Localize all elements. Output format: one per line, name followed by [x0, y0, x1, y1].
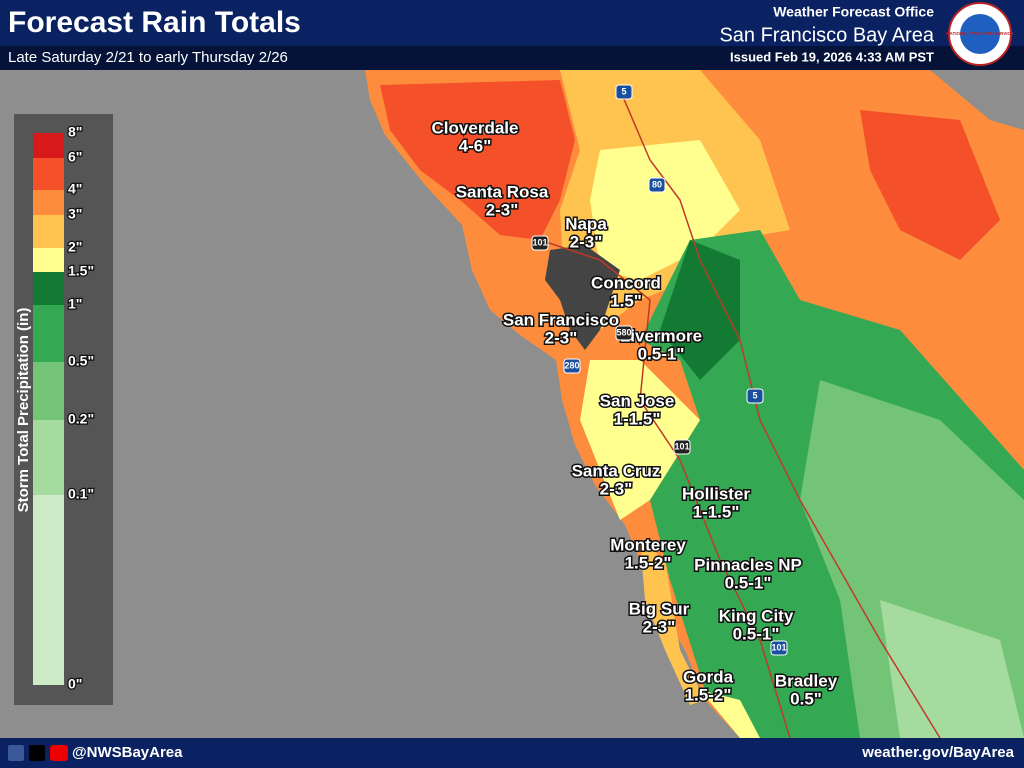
place-amount: 1.5-2" — [625, 553, 672, 572]
facebook-icon[interactable] — [8, 745, 24, 761]
place-amount: 2-3" — [486, 200, 519, 219]
place-name: Gorda — [683, 667, 734, 686]
legend-swatch — [33, 362, 64, 420]
shield-number: 80 — [652, 179, 662, 189]
place-name: Pinnacles NP — [694, 555, 802, 574]
legend-swatch — [33, 248, 64, 272]
legend-swatch — [33, 190, 64, 215]
place-amount: 1-1.5" — [614, 409, 661, 428]
website[interactable]: weather.gov/BayArea — [861, 744, 1014, 761]
legend-title: Storm Total Precipitation (in) — [15, 308, 32, 513]
place-amount: 0.5-1" — [638, 344, 685, 363]
legend-tick: 4" — [68, 181, 82, 197]
place-amount: 0.5" — [790, 689, 822, 708]
shield-number: 5 — [752, 390, 757, 400]
place-amount: 1-1.5" — [693, 502, 740, 521]
shield-badge — [648, 177, 666, 193]
legend-swatch — [33, 133, 64, 158]
issued: Issued Feb 19, 2026 4:33 AM PST — [730, 49, 934, 64]
header-bar — [0, 0, 1024, 46]
footer-bar — [0, 738, 1024, 768]
legend-swatch — [33, 305, 64, 362]
place-amount: 1.5" — [610, 291, 642, 310]
place-amount: 2-3" — [600, 479, 633, 498]
legend-swatch — [33, 420, 64, 495]
shield-badge — [563, 358, 581, 374]
legend-tick: 6" — [68, 149, 82, 165]
highways — [539, 89, 941, 739]
place-amount: 0.5-1" — [725, 573, 772, 592]
place-name: Cloverdale — [432, 118, 519, 137]
place-name: Livermore — [620, 326, 702, 345]
legend-tick: 0.1" — [68, 486, 94, 502]
youtube-icon[interactable] — [50, 745, 68, 761]
social-handle[interactable]: @NWSBayArea — [72, 744, 183, 761]
shield-number: 101 — [674, 441, 689, 451]
legend-swatch — [33, 495, 64, 685]
shield-badge — [746, 388, 764, 404]
place-name: Concord — [591, 273, 661, 292]
office-line: Weather Forecast Office — [773, 4, 934, 20]
legend-swatch — [33, 158, 64, 190]
legend-tick: 1" — [68, 296, 82, 312]
place-name: Big Sur — [629, 599, 690, 618]
legend-swatch — [33, 215, 64, 248]
place-name: King City — [719, 606, 794, 625]
place-name: San Jose — [600, 391, 675, 410]
land — [365, 70, 1024, 738]
legend-tick: 8" — [68, 124, 82, 140]
legend-tick: 1.5" — [68, 263, 94, 279]
shield-badge — [615, 84, 633, 100]
place-amount: 2-3" — [545, 328, 578, 347]
shield-number: 101 — [532, 237, 547, 247]
legend-tick: 3" — [68, 206, 82, 222]
place-amount: 1.5-2" — [685, 685, 732, 704]
subtitle: Late Saturday 2/21 to early Thursday 2/2… — [8, 49, 288, 66]
place-name: Santa Cruz — [572, 461, 661, 480]
x-icon[interactable] — [29, 745, 45, 761]
place-name: San Francisco — [503, 310, 619, 329]
subtitle-bar — [0, 46, 1024, 70]
shield-badge — [770, 640, 788, 656]
shield-number: 580 — [616, 327, 631, 337]
legend: 8" 6" 4" 3" 2" 1.5" 1" 0.5" 0.2" 0.1" 0" — [33, 122, 95, 693]
nws-logo-inner — [960, 14, 1000, 54]
shield-number: 5 — [621, 86, 626, 96]
legend-tick: 2" — [68, 239, 82, 255]
place-name: Napa — [565, 214, 607, 233]
place-amount: 4-6" — [459, 136, 492, 155]
place-amount: 2-3" — [570, 232, 603, 251]
legend-tick: 0.5" — [68, 353, 94, 369]
place-amount: 0.5-1" — [733, 624, 780, 643]
shield-badge — [673, 439, 691, 455]
title: Forecast Rain Totals — [8, 6, 301, 39]
legend-tick: 0.2" — [68, 411, 94, 427]
place-name: Monterey — [610, 535, 686, 554]
office-name: San Francisco Bay Area — [719, 24, 934, 46]
shield-number: 280 — [564, 360, 579, 370]
legend-tick: 0" — [68, 676, 82, 692]
logo-text: NATIONAL WEATHER SERVICE — [946, 31, 1013, 36]
shield-badge — [531, 235, 549, 251]
place-name: Hollister — [682, 484, 750, 503]
place-name: Bradley — [775, 671, 838, 690]
shield-number: 101 — [771, 642, 786, 652]
shield-badge — [615, 325, 633, 341]
place-name: Santa Rosa — [456, 182, 549, 201]
legend-swatch — [33, 272, 64, 305]
place-amount: 2-3" — [643, 617, 676, 636]
